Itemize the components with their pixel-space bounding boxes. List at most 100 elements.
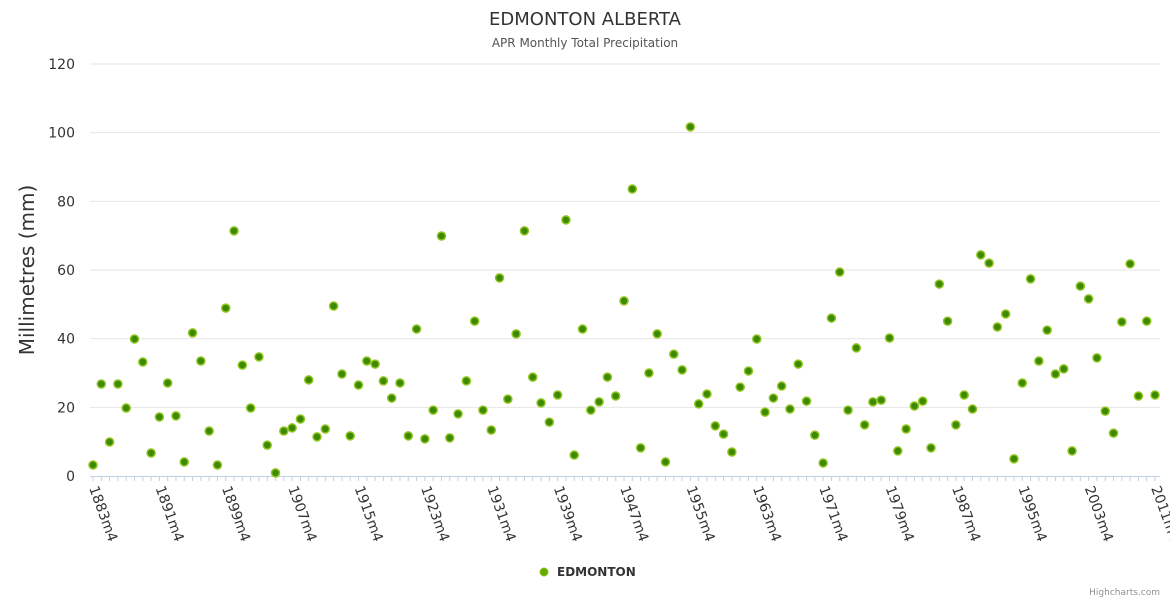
data-point[interactable] [561, 215, 571, 225]
data-point[interactable] [826, 313, 837, 323]
data-point[interactable] [295, 414, 306, 424]
data-point[interactable] [652, 329, 662, 339]
data-point[interactable] [693, 399, 704, 409]
data-point[interactable] [129, 334, 140, 344]
data-point[interactable] [469, 316, 480, 326]
data-point[interactable] [237, 360, 248, 370]
data-point[interactable] [942, 316, 953, 326]
data-point[interactable] [992, 322, 1003, 332]
data-point[interactable] [586, 405, 596, 415]
data-point[interactable] [113, 379, 123, 389]
data-point[interactable] [818, 458, 828, 468]
data-point[interactable] [245, 403, 256, 413]
data-point[interactable] [503, 394, 513, 404]
data-point[interactable] [669, 349, 679, 359]
data-point[interactable] [1050, 369, 1061, 379]
data-point[interactable] [976, 250, 986, 260]
data-point[interactable] [752, 334, 762, 344]
data-point[interactable] [602, 372, 613, 382]
data-point[interactable] [337, 369, 347, 379]
data-point[interactable] [196, 356, 206, 366]
data-point[interactable] [519, 226, 530, 236]
data-point[interactable] [1025, 274, 1036, 284]
data-point[interactable] [370, 359, 380, 369]
data-point[interactable] [677, 365, 687, 375]
data-point[interactable] [843, 405, 853, 415]
data-point[interactable] [411, 324, 422, 334]
data-point[interactable] [1141, 316, 1152, 326]
credits-link[interactable]: Highcharts.com [1089, 588, 1160, 598]
data-point[interactable] [776, 381, 787, 391]
data-point[interactable] [229, 226, 239, 236]
data-point[interactable] [478, 405, 488, 415]
data-point[interactable] [445, 433, 455, 443]
data-point[interactable] [619, 296, 629, 306]
data-point[interactable] [1108, 428, 1119, 438]
data-point[interactable] [1034, 356, 1044, 366]
data-point[interactable] [868, 397, 878, 407]
data-point[interactable] [1000, 309, 1011, 319]
data-point[interactable] [461, 376, 472, 386]
data-point[interactable] [270, 468, 281, 478]
data-point[interactable] [378, 376, 389, 386]
data-point[interactable] [486, 425, 497, 435]
data-point[interactable] [1100, 406, 1110, 416]
data-point[interactable] [104, 437, 115, 447]
data-point[interactable] [926, 443, 936, 453]
data-point[interactable] [1059, 364, 1069, 374]
data-point[interactable] [328, 301, 339, 311]
data-point[interactable] [121, 403, 131, 413]
data-point[interactable] [1125, 259, 1135, 269]
data-point[interactable] [1075, 281, 1086, 291]
data-point[interactable] [527, 372, 538, 382]
data-point[interactable] [760, 407, 770, 417]
data-point[interactable] [320, 424, 331, 434]
data-point[interactable] [1117, 317, 1127, 327]
data-point[interactable] [859, 420, 870, 430]
data-point[interactable] [262, 440, 272, 450]
data-point[interactable] [851, 343, 862, 353]
data-point[interactable] [577, 324, 588, 334]
data-point[interactable] [453, 409, 463, 419]
data-point[interactable] [171, 411, 181, 421]
data-point[interactable] [594, 397, 604, 407]
data-point[interactable] [660, 457, 671, 467]
data-point[interactable] [1042, 325, 1052, 335]
data-point[interactable] [436, 231, 447, 241]
data-point[interactable] [884, 333, 895, 343]
data-point[interactable] [187, 328, 198, 338]
data-point[interactable] [718, 429, 729, 439]
data-point[interactable] [212, 460, 223, 470]
data-point[interactable] [221, 303, 231, 313]
data-point[interactable] [154, 412, 165, 422]
data-point[interactable] [428, 405, 438, 415]
data-point[interactable] [146, 448, 156, 458]
data-point[interactable] [635, 443, 646, 453]
data-point[interactable] [494, 273, 505, 283]
data-point[interactable] [1067, 446, 1077, 456]
data-point[interactable] [785, 404, 795, 414]
data-point[interactable] [279, 426, 289, 436]
data-point[interactable] [1092, 353, 1102, 363]
data-point[interactable] [420, 434, 430, 444]
data-point[interactable] [569, 450, 579, 460]
data-point[interactable] [909, 401, 920, 411]
data-point[interactable] [917, 396, 928, 406]
data-point[interactable] [793, 359, 803, 369]
data-point[interactable] [403, 431, 414, 441]
data-point[interactable] [96, 379, 107, 389]
data-point[interactable] [1150, 390, 1160, 400]
data-point[interactable] [702, 389, 712, 399]
data-point[interactable] [951, 420, 961, 430]
data-point[interactable] [1009, 454, 1019, 464]
data-point[interactable] [876, 395, 886, 405]
legend-item-edmonton[interactable]: EDMONTON [539, 565, 636, 579]
data-point[interactable] [768, 393, 779, 403]
data-point[interactable] [138, 357, 148, 367]
data-point[interactable] [544, 417, 555, 427]
data-point[interactable] [345, 431, 355, 441]
data-point[interactable] [967, 404, 978, 414]
data-point[interactable] [1017, 378, 1028, 388]
data-point[interactable] [710, 421, 721, 431]
data-point[interactable] [959, 390, 969, 400]
